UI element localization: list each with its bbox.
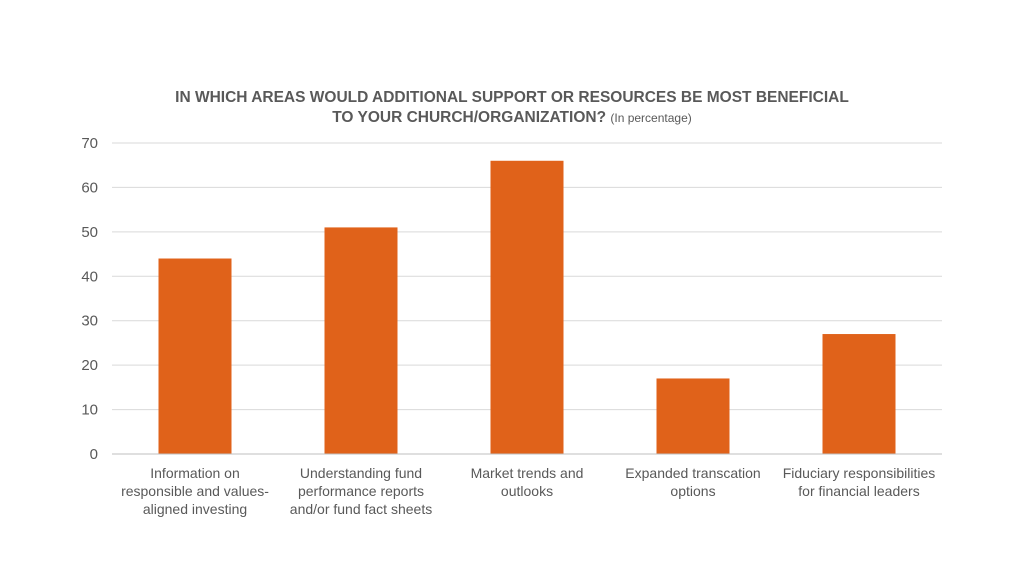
y-tick-label: 20 xyxy=(81,357,98,374)
bar xyxy=(324,227,398,454)
y-axis-ticks: 0 10 20 30 40 50 60 70 xyxy=(81,135,98,463)
bar xyxy=(656,378,730,454)
x-axis-labels: Information on responsible and values-ali… xyxy=(121,465,935,517)
bar xyxy=(158,258,232,454)
x-category-label: Fiduciary responsibilities for financial … xyxy=(783,465,936,499)
chart-title-line2: TO YOUR CHURCH/ORGANIZATION? xyxy=(332,109,607,126)
y-tick-label: 10 xyxy=(81,402,98,419)
y-tick-label: 0 xyxy=(90,446,98,463)
chart-title: IN WHICH AREAS WOULD ADDITIONAL SUPPORT … xyxy=(0,88,1024,128)
y-tick-label: 30 xyxy=(81,313,98,330)
x-category-label: Expanded transcation options xyxy=(625,465,760,499)
x-category-label: Market trends and outlooks xyxy=(471,465,584,499)
y-tick-label: 50 xyxy=(81,224,98,241)
y-tick-label: 70 xyxy=(81,135,98,152)
chart-title-line1: IN WHICH AREAS WOULD ADDITIONAL SUPPORT … xyxy=(175,89,849,106)
chart-subtitle: (In percentage) xyxy=(610,111,692,125)
y-tick-label: 60 xyxy=(81,179,98,196)
x-category-label: Information on responsible and values-ali… xyxy=(121,465,269,517)
bar xyxy=(490,160,564,454)
y-tick-label: 40 xyxy=(81,268,98,285)
bar xyxy=(822,334,896,454)
bars xyxy=(158,160,896,454)
x-category-label: Understanding fund performance reports and… xyxy=(290,465,432,517)
